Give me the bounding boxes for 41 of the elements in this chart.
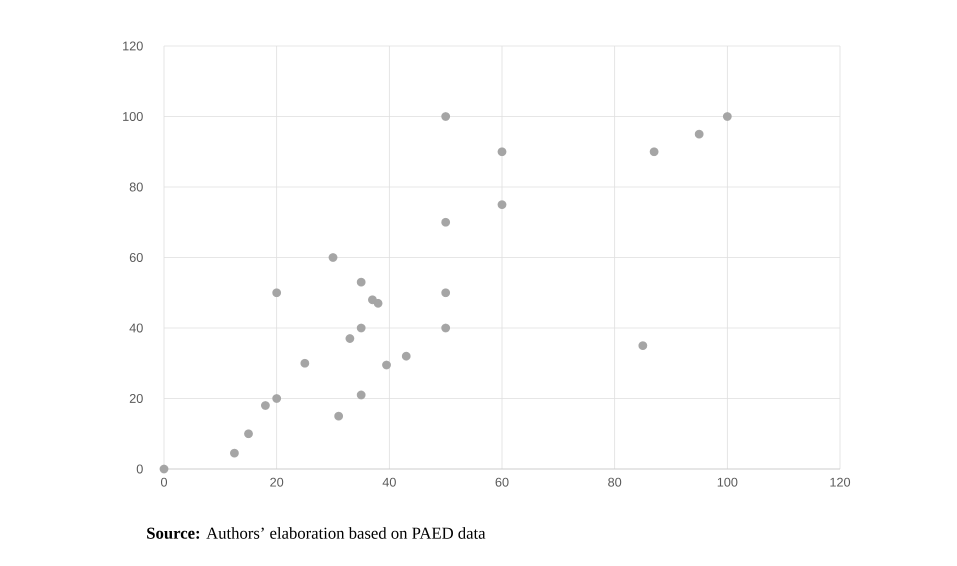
point (261, 401, 270, 410)
point (498, 200, 506, 210)
point (498, 147, 506, 156)
point (328, 253, 338, 262)
x-tick-label: 80 (608, 478, 622, 487)
point (694, 130, 704, 139)
text: Source: Authors’ elaboration based on PAED data (147, 527, 486, 539)
x-tick-label: 0 (160, 478, 168, 487)
point (272, 394, 282, 403)
point (441, 112, 450, 121)
y-tick-label: 0 (136, 464, 143, 474)
y-tick-label: 20 (130, 394, 143, 403)
point (356, 390, 366, 400)
point (300, 358, 310, 368)
point (244, 429, 253, 438)
y-tick-label: 120 (123, 42, 143, 50)
point (346, 334, 354, 343)
point (650, 147, 659, 156)
y-tick-label: 60 (130, 253, 143, 262)
point (638, 341, 648, 350)
point (272, 288, 282, 298)
point (230, 448, 239, 458)
point (356, 278, 366, 287)
x-tick-label: 20 (270, 478, 284, 487)
point (356, 324, 366, 332)
x-tick-label: 40 (382, 478, 396, 487)
point (441, 288, 450, 298)
point (334, 412, 344, 421)
y-tick-label: 80 (130, 182, 143, 192)
point (722, 112, 732, 121)
y-tick-label: 40 (130, 324, 143, 332)
y-tick-label: 100 (123, 112, 143, 121)
x-tick-label: 120 (830, 478, 850, 487)
point (374, 298, 382, 308)
x-tick-label: 100 (718, 478, 738, 487)
point (382, 360, 391, 370)
point (402, 352, 411, 361)
x-tick-label: 60 (496, 478, 509, 487)
point (160, 464, 168, 474)
point (441, 218, 450, 227)
point (441, 324, 450, 332)
